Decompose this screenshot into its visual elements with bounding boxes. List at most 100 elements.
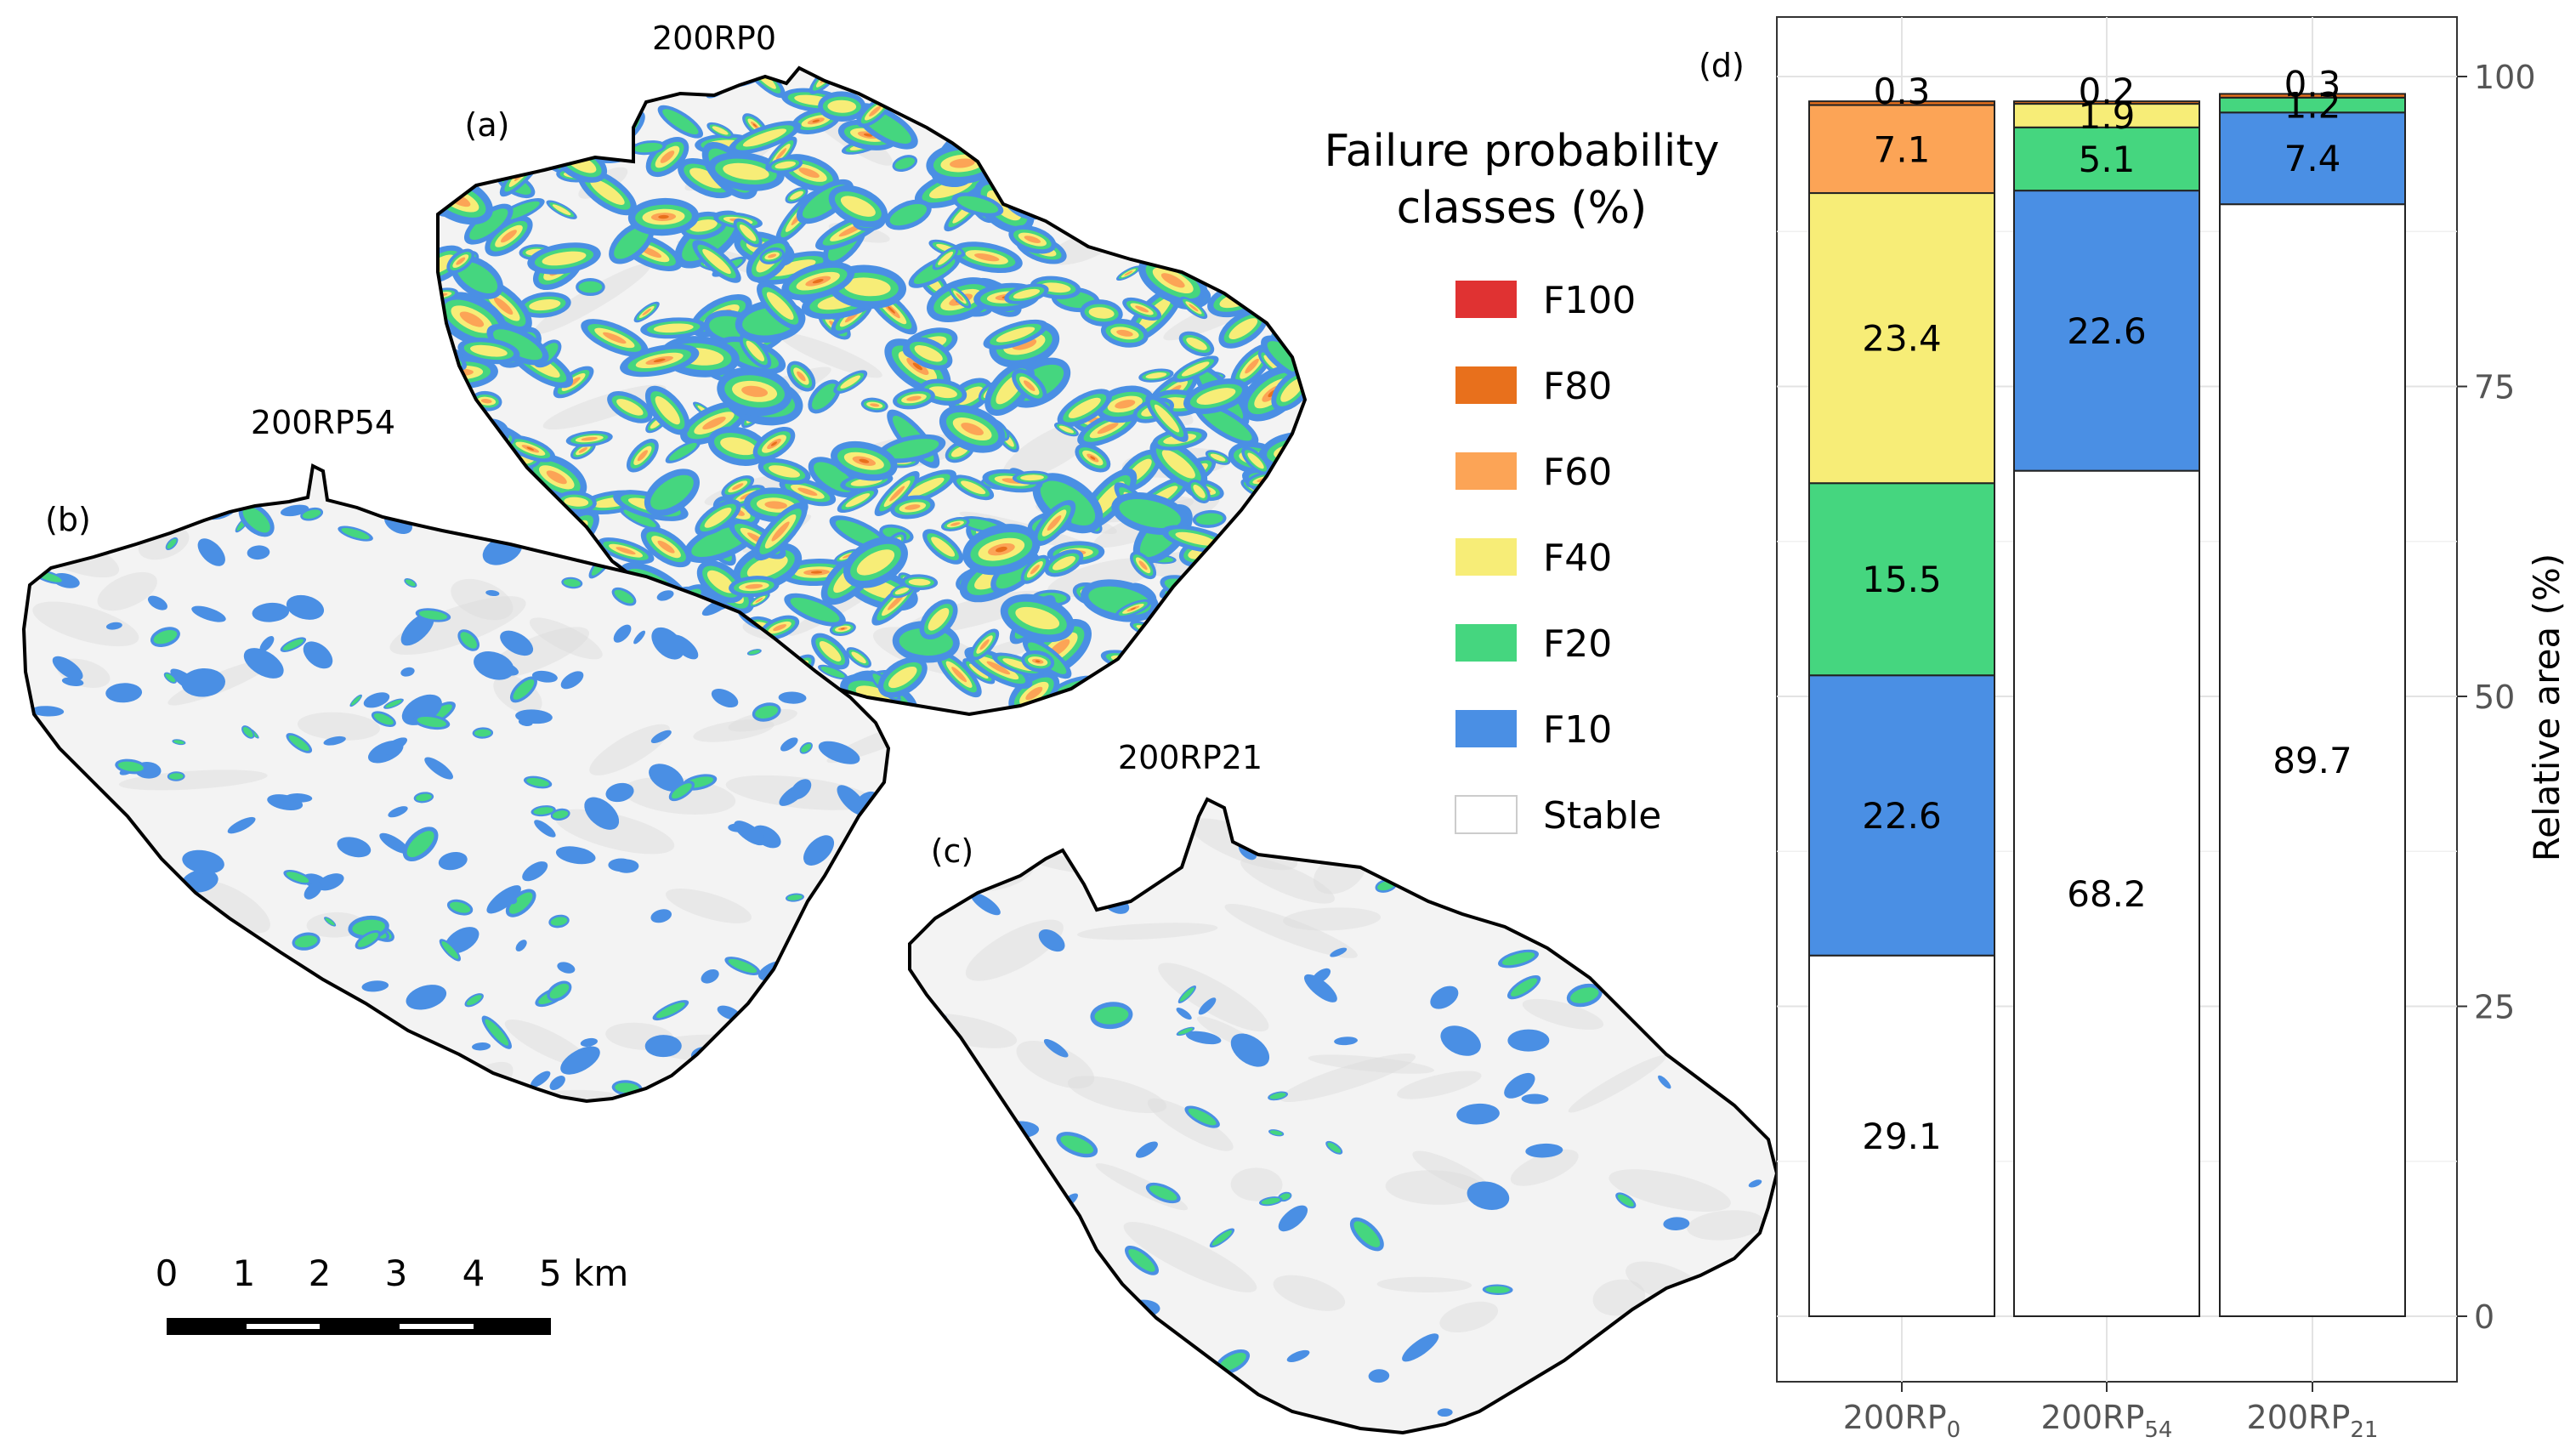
hazard-patch — [363, 692, 390, 708]
map-c: 200RP21 (c) — [908, 739, 1779, 1435]
hazard-patch — [1244, 571, 1274, 590]
hazard-patch — [1713, 825, 1728, 837]
hazard-patch — [1020, 554, 1050, 584]
hazard-patch — [1111, 491, 1189, 535]
hazard-patch — [724, 957, 761, 975]
hazard-patch — [1628, 880, 1659, 897]
hazard-patch — [627, 197, 700, 236]
hazard-patch — [463, 203, 513, 245]
hazard-patch — [1273, 170, 1305, 195]
hazard-patch — [1012, 369, 1047, 403]
hazard-patch — [157, 962, 176, 980]
hazard-patch — [779, 477, 837, 507]
legend-swatch-f60 — [1455, 452, 1517, 490]
hazard-patch — [803, 985, 814, 996]
terrain-shade — [533, 263, 651, 335]
hazard-patch — [893, 387, 935, 410]
hazard-patch — [644, 385, 690, 435]
terrain-shade — [1376, 1276, 1472, 1293]
hazard-patch — [633, 630, 646, 645]
hazard-patch — [1142, 202, 1200, 236]
hazard-patch — [24, 896, 49, 927]
hazard-patch — [1076, 88, 1143, 132]
terrain-shade — [389, 596, 526, 656]
hazard-patch — [781, 261, 855, 301]
hazard-patch — [1143, 68, 1182, 101]
hazard-patch — [518, 292, 571, 318]
hazard-patch — [243, 648, 284, 679]
hazard-patch — [889, 68, 954, 85]
y-tick-label: 50 — [2474, 679, 2515, 716]
hazard-patch — [1237, 627, 1283, 656]
hazard-patch — [304, 882, 322, 900]
hazard-patch — [620, 344, 700, 378]
hazard-patch — [1198, 997, 1217, 1015]
hazard-patch — [897, 82, 922, 100]
terrain-shade — [1123, 1222, 1257, 1292]
hazard-patch — [317, 1055, 344, 1067]
hazard-patch — [1242, 689, 1268, 708]
hazard-patch — [107, 893, 140, 906]
hazard-patch — [1133, 1350, 1164, 1372]
hazard-patch — [147, 595, 167, 611]
hazard-patch — [484, 484, 508, 500]
hazard-patch — [748, 593, 770, 608]
hazard-patch — [561, 576, 583, 589]
hazard-patch — [1506, 974, 1541, 1000]
terrain-shade — [1568, 1055, 1666, 1113]
hazard-patch — [576, 278, 605, 297]
terrain-shade — [1230, 1167, 1283, 1201]
hazard-patch — [438, 406, 474, 423]
y-axis-label: Relative area (%) — [2526, 554, 2567, 861]
legend-items: F100 F80 F60 F40 F20 F10 Stable — [1455, 279, 1661, 838]
hazard-patch — [652, 1000, 689, 1021]
hazard-patch — [1081, 193, 1105, 216]
terrain-shade — [297, 712, 381, 741]
hazard-patch — [1637, 867, 1664, 893]
hazard-patch — [165, 537, 179, 551]
hazard-patch — [1188, 479, 1211, 503]
hazard-patch — [547, 980, 572, 1002]
hazard-patch — [440, 161, 476, 178]
hazard-patch — [440, 88, 464, 105]
hazard-patch — [549, 1076, 565, 1091]
hazard-patch — [361, 980, 389, 992]
hazard-patch — [1273, 81, 1305, 117]
hazard-patch — [1325, 1140, 1343, 1155]
hazard-patch — [1184, 1105, 1220, 1128]
hazard-patch — [885, 199, 932, 230]
hazard-patch — [1044, 549, 1084, 577]
terrain-shade — [1194, 151, 1299, 214]
hazard-patch — [1253, 255, 1300, 300]
hazard-patch — [1233, 194, 1276, 215]
hazard-patch — [400, 612, 434, 646]
bar-segment-f10-2 — [2013, 190, 2200, 472]
hazard-patch — [406, 985, 447, 1010]
hazard-patch — [1000, 594, 1075, 643]
hazard-patch — [828, 185, 888, 228]
hazard-patch — [1043, 1039, 1069, 1058]
hazard-patch — [1615, 1192, 1637, 1209]
hazard-patch — [438, 374, 457, 400]
hazard-patch — [1276, 68, 1305, 105]
hazard-patch — [1125, 1245, 1160, 1275]
hazard-patch — [424, 1076, 456, 1101]
hazard-patch — [784, 593, 846, 627]
terrain-shade — [32, 601, 139, 647]
hazard-patch — [1262, 287, 1305, 310]
map-c-hazard-layer — [910, 799, 1777, 1433]
hazard-patch — [1209, 1228, 1235, 1248]
hazard-patch — [283, 869, 312, 885]
hazard-patch — [438, 72, 463, 85]
legend-label-f100: F100 — [1543, 279, 1636, 322]
hazard-patch — [387, 483, 406, 497]
hazard-patch — [464, 993, 484, 1008]
hazard-patch — [919, 599, 958, 640]
hazard-patch — [507, 134, 545, 148]
map-c-title: 200RP21 — [1118, 739, 1262, 776]
hazard-patch — [1056, 1132, 1098, 1158]
hazard-patch — [523, 775, 553, 789]
hazard-patch — [729, 576, 780, 598]
hazard-patch — [1254, 99, 1305, 131]
